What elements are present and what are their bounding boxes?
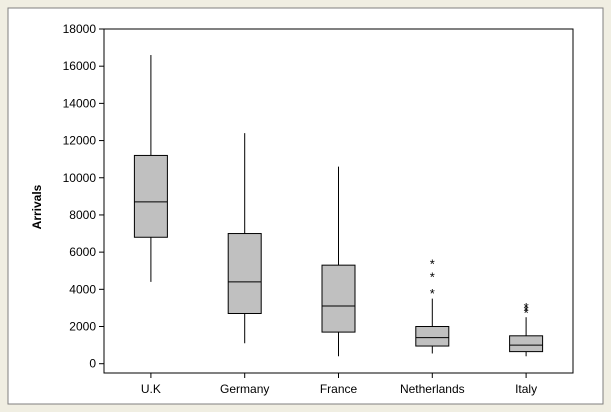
y-tick-label: 4000 xyxy=(69,282,96,296)
box-italy: *** xyxy=(509,300,544,357)
y-tick-label: 8000 xyxy=(69,208,96,222)
y-tick-label: 6000 xyxy=(69,245,96,259)
y-tick-label: 10000 xyxy=(63,171,97,185)
x-tick-label: U.K xyxy=(141,382,161,396)
axes: 0 2000 4000 6000 8000 10000 12000 14000 16000 180… xyxy=(63,22,574,396)
box-germany xyxy=(227,133,262,344)
outlier-marker: * xyxy=(430,286,435,301)
box-group: ****** xyxy=(133,55,544,357)
y-tick-label: 16000 xyxy=(63,59,97,73)
x-tick-label: Germany xyxy=(220,382,269,396)
box-netherlands: *** xyxy=(415,256,450,354)
iqr-box xyxy=(415,326,450,347)
iqr-box xyxy=(509,335,544,353)
outlier-marker: * xyxy=(524,303,529,318)
outlier-marker: * xyxy=(524,306,529,321)
chart-background xyxy=(7,7,604,405)
iqr-box xyxy=(133,154,168,238)
outlier-marker: * xyxy=(430,269,435,284)
outlier-marker: * xyxy=(430,256,435,271)
y-tick-label: 14000 xyxy=(63,96,97,110)
iqr-box xyxy=(321,264,356,333)
x-tick-label: Netherlands xyxy=(400,382,465,396)
box-u-k xyxy=(133,55,168,282)
outlier-marker: * xyxy=(524,300,529,315)
y-tick-label: 18000 xyxy=(63,22,97,36)
y-axis-title: Arrivals xyxy=(30,184,44,229)
y-tick-label: 0 xyxy=(89,357,96,371)
y-tick-label: 2000 xyxy=(69,320,96,334)
x-tick-label: Italy xyxy=(515,382,537,396)
box-france xyxy=(321,166,356,357)
iqr-box xyxy=(227,233,262,314)
y-tick-label: 12000 xyxy=(63,134,97,148)
x-tick-label: France xyxy=(320,382,358,396)
